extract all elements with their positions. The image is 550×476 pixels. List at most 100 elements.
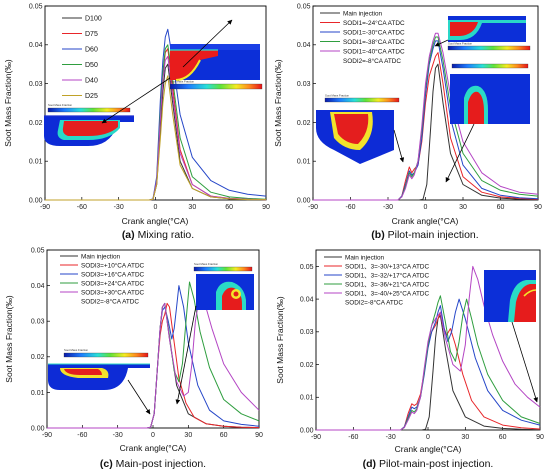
x-tick-label: 30 (188, 204, 196, 211)
series-line (316, 295, 541, 431)
caption: (d) Pilot-main-post injection. (363, 458, 494, 470)
x-tick-label: -60 (77, 432, 87, 439)
soot-contour-inset-right (450, 63, 530, 124)
svg-text:(b) Pilot-main injection.: (b) Pilot-main injection. (371, 229, 478, 241)
x-tick-label: -90 (308, 204, 318, 211)
x-axis-label: Crank angle(°CA) (392, 216, 459, 226)
colorbar-title: Soot Mass Fraction (170, 80, 195, 84)
legend-label: SODI1、3=-32/+17°CA ATDC (345, 271, 430, 279)
y-axis-label: Soot Mass Fraction(‰) (3, 59, 13, 147)
series-line (316, 315, 541, 431)
caption: (b) Pilot-main injection. (371, 229, 478, 241)
series-group (316, 265, 541, 431)
legend-label: SODI1=-30°CA ATDC (343, 28, 405, 36)
soot-contour-inset-top: Soot Mass Fraction (193, 262, 254, 310)
legend-label: SODI1=-24°CA ATDC (343, 19, 405, 27)
x-tick-label: -30 (113, 432, 123, 439)
series-group (47, 281, 260, 429)
series-line (313, 52, 539, 201)
legend-label: SODI1、3=-36/+21°CA ATDC (345, 280, 430, 288)
annotation-arrow (393, 129, 405, 163)
legend-label: D40 (85, 77, 98, 84)
panel-main-post-injection: -90 -60 -30 0 30 60 90 0.00 0.01 0.02 0.03 0.04 0.05… (4, 247, 263, 470)
legend-label: SODI1=-40°CA ATDC (343, 47, 405, 55)
caption: (a) Mixing ratio. (122, 229, 194, 241)
x-tick-label: 90 (534, 204, 542, 211)
panel-mixing-ratio: -90 -60 -30 0 30 60 90 0.00 0.01 0.02 0.03 0.04 0.05… (3, 3, 270, 241)
x-tick-label: -90 (40, 204, 50, 211)
annotation-arrow (182, 19, 233, 68)
legend-note: SODI2=-8°CA ATDC (343, 57, 401, 65)
x-tick-label: 90 (536, 434, 544, 441)
colorbar-title: Soot Mass Fraction (194, 262, 219, 266)
caption-text: Main-post injection. (116, 458, 206, 470)
x-axis-label: Crank angle(°CA) (120, 443, 187, 453)
y-tick-label: 0.04 (297, 42, 311, 49)
y-tick-label: 0.01 (29, 159, 43, 166)
x-tick-label: 30 (459, 204, 467, 211)
y-tick-label: 0.01 (31, 390, 45, 397)
series-line (45, 75, 266, 201)
y-tick-label: 0.02 (31, 354, 45, 361)
soot-contour-inset-left: Soot Mass Fraction (316, 94, 400, 164)
legend-note: SODI2=-8°CA ATDC (81, 297, 139, 305)
x-tick-label: -30 (383, 204, 393, 211)
caption-letter: (b) (371, 229, 384, 241)
caption-text: Mixing ratio. (138, 229, 195, 241)
y-tick-label: 0.00 (300, 427, 314, 434)
legend-label: D25 (85, 93, 98, 100)
caption-letter: (a) (122, 229, 135, 241)
caption-text: Pilot-main-post injection. (379, 458, 493, 470)
y-tick-label: 0.03 (300, 329, 314, 336)
x-tick-label: 90 (255, 432, 263, 439)
series-line (313, 63, 539, 201)
y-tick-label: 0.00 (297, 197, 311, 204)
x-tick-label: -60 (345, 204, 355, 211)
series-line (313, 40, 539, 201)
x-tick-label: 60 (497, 204, 505, 211)
y-axis-label: Soot Mass Fraction(‰) (275, 296, 285, 384)
y-tick-label: 0.03 (29, 81, 43, 88)
y-tick-label: 0.02 (297, 120, 311, 127)
annotation-arrow (434, 39, 449, 47)
x-tick-label: 60 (225, 204, 233, 211)
soot-contour-inset-lower: Soot Mass Fraction (44, 103, 134, 146)
tick-group: -90 -60 -30 0 30 60 90 0.00 0.01 0.02 0.03 0.04 0.05 (300, 264, 544, 441)
y-tick-label: 0.00 (29, 197, 43, 204)
svg-text:(a) Mixing ratio.: (a) Mixing ratio. (122, 229, 194, 241)
legend-label: D50 (85, 62, 98, 69)
tick-group: -90 -60 -30 0 30 60 90 0.00 0.01 0.02 0.03 0.04 0.05 (31, 247, 263, 439)
caption-letter: (c) (100, 458, 113, 470)
annotation-arrow (445, 123, 475, 183)
x-tick-label: -30 (386, 434, 396, 441)
tick-group: -90 -60 -30 0 30 60 90 0.00 0.01 0.02 0.03 0.04 0.05 (29, 3, 270, 211)
caption-letter: (d) (363, 458, 376, 470)
series-line (316, 265, 541, 431)
legend-label: SODI3=+10°CA ATDC (81, 261, 145, 269)
legend-label: Main injection (345, 254, 385, 261)
legend-label: Main injection (81, 253, 121, 260)
annotation-arrow (101, 77, 171, 124)
tick-group: -90 -60 -30 0 30 60 90 0.00 0.01 0.02 0.03 0.04 0.05 (297, 3, 542, 211)
legend: D100 D75 D60 D50 D40 D25 (62, 15, 102, 100)
legend-label: SODI3=+30°CA ATDC (81, 288, 145, 296)
panel-pilot-main-post-injection: -90 -60 -30 0 30 60 90 0.00 0.01 0.02 0.03 0.04 0.05… (275, 249, 544, 470)
caption-text: Pilot-main injection. (388, 229, 479, 241)
x-axis-label: Crank angle(°CA) (122, 216, 189, 226)
x-tick-label: 60 (220, 432, 228, 439)
x-tick-label: 0 (154, 204, 158, 211)
soot-contour-inset (484, 270, 537, 322)
x-axis-label: Crank angle(°CA) (395, 444, 462, 454)
colorbar-title: Soot Mass Fraction (64, 348, 89, 352)
x-tick-label: -60 (77, 204, 87, 211)
y-tick-label: 0.05 (300, 264, 314, 271)
y-tick-label: 0.03 (31, 319, 45, 326)
y-tick-label: 0.00 (31, 425, 45, 432)
x-tick-label: 0 (426, 434, 430, 441)
series-group (45, 28, 267, 201)
colorbar-title: Soot Mass Fraction (325, 94, 350, 98)
y-tick-label: 0.04 (300, 296, 314, 303)
